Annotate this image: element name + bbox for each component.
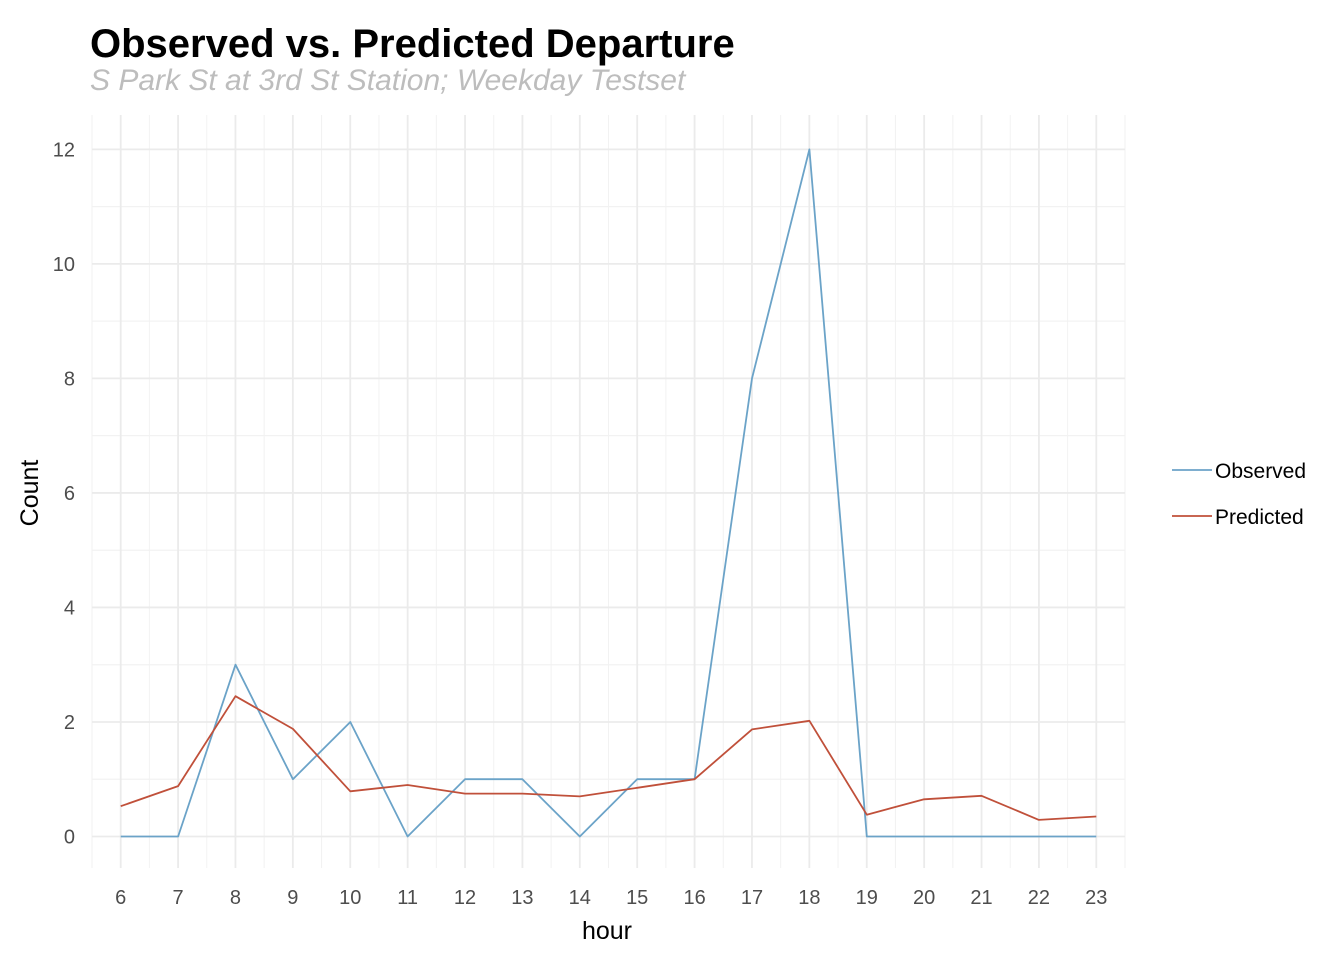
x-tick-label: 22	[1028, 887, 1050, 909]
legend: Observed Predicted	[1172, 460, 1306, 529]
series-line-predicted	[120, 695, 1097, 821]
x-tick-label: 19	[856, 887, 878, 909]
y-tick-label: 2	[64, 712, 75, 734]
x-tick-label: 9	[287, 887, 298, 909]
y-axis-ticks: 0 2 4 6 8 10 12	[53, 139, 75, 848]
y-tick-label: 10	[53, 254, 75, 276]
x-tick-label: 10	[339, 887, 361, 909]
series-lines	[120, 148, 1097, 838]
y-axis-label: Count	[16, 460, 44, 527]
x-tick-label: 17	[741, 887, 763, 909]
legend-label-predicted: Predicted	[1215, 506, 1304, 529]
x-tick-label: 21	[970, 887, 992, 909]
legend-label-observed: Observed	[1215, 460, 1306, 483]
y-tick-label: 12	[53, 139, 75, 161]
x-axis-ticks: 6 7 8 9 10 11 12 13 14 15 16 17 18 19 20 21 22 23	[115, 887, 1107, 909]
y-tick-label: 8	[64, 368, 75, 390]
grid	[91, 115, 1126, 868]
y-tick-label: 6	[64, 483, 75, 505]
x-tick-label: 16	[683, 887, 705, 909]
y-tick-label: 4	[64, 597, 75, 619]
x-tick-label: 18	[798, 887, 820, 909]
x-tick-label: 12	[454, 887, 476, 909]
series-line-observed	[120, 148, 1097, 838]
chart-title: Observed vs. Predicted Departure	[90, 22, 735, 66]
x-tick-label: 14	[569, 887, 591, 909]
x-tick-label: 8	[230, 887, 241, 909]
x-tick-label: 13	[511, 887, 533, 909]
x-tick-label: 7	[173, 887, 184, 909]
x-tick-label: 20	[913, 887, 935, 909]
x-tick-label: 15	[626, 887, 648, 909]
x-axis-label: hour	[582, 917, 632, 945]
x-tick-label: 11	[397, 887, 418, 909]
y-tick-label: 0	[64, 827, 75, 849]
x-tick-label: 23	[1085, 887, 1107, 909]
chart-subtitle: S Park St at 3rd St Station; Weekday Tes…	[90, 64, 686, 97]
x-tick-label: 6	[115, 887, 126, 909]
